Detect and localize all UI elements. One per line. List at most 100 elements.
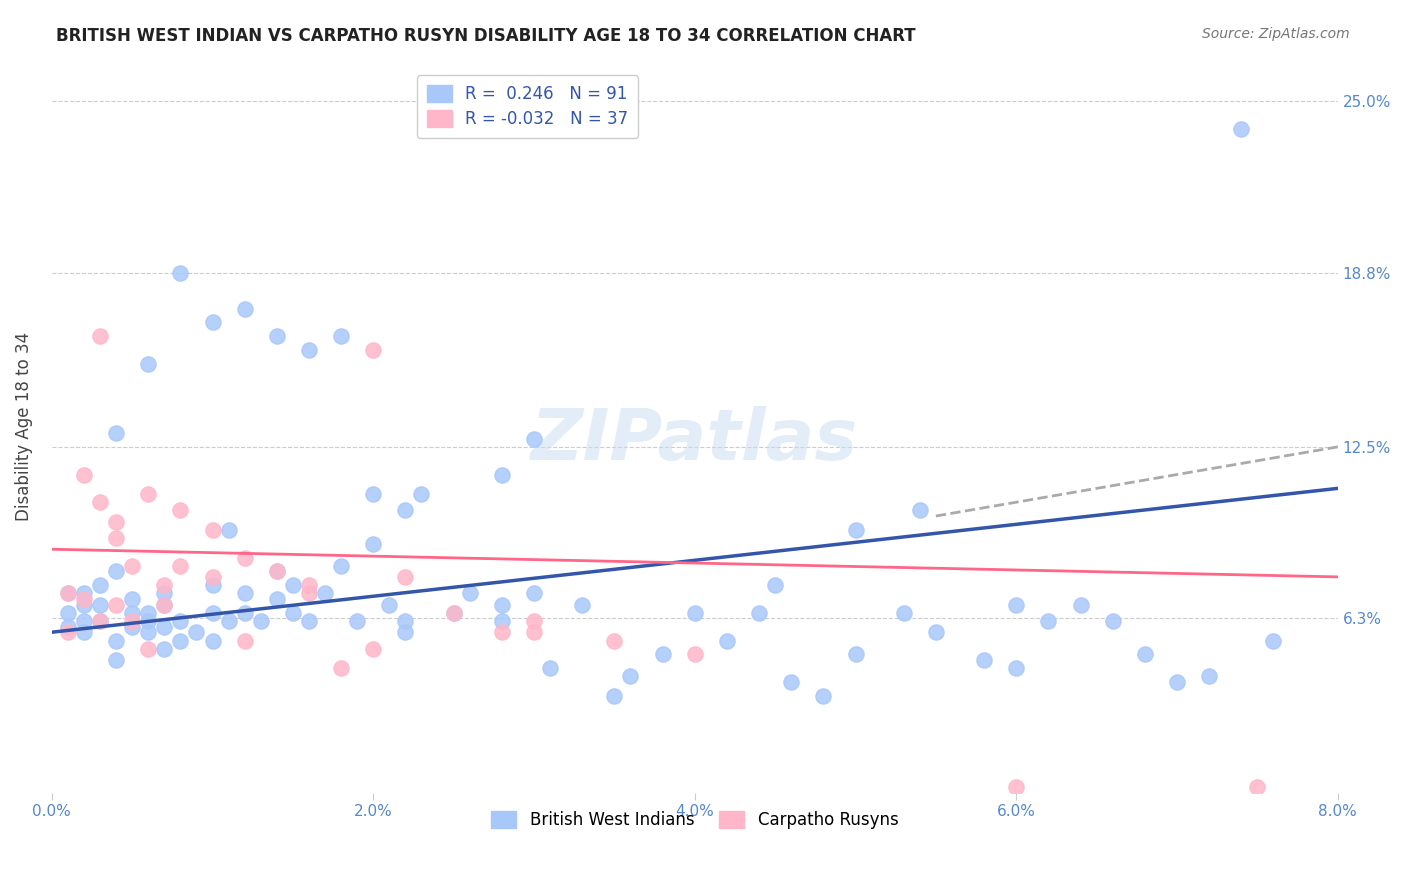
Point <box>73 598 96 612</box>
Point <box>89 614 111 628</box>
Point <box>105 531 128 545</box>
Point <box>330 661 353 675</box>
Point <box>908 503 931 517</box>
Point <box>361 537 384 551</box>
Point <box>89 578 111 592</box>
Point <box>780 675 803 690</box>
Point <box>1005 598 1028 612</box>
Point <box>121 620 143 634</box>
Point <box>298 614 321 628</box>
Point <box>121 592 143 607</box>
Point <box>121 558 143 573</box>
Point <box>201 606 224 620</box>
Point <box>394 503 416 517</box>
Point <box>1101 614 1123 628</box>
Point <box>56 586 79 600</box>
Point <box>201 578 224 592</box>
Point <box>394 570 416 584</box>
Point <box>603 633 626 648</box>
Point <box>105 565 128 579</box>
Point <box>394 614 416 628</box>
Point <box>89 495 111 509</box>
Point <box>346 614 368 628</box>
Point <box>523 625 546 640</box>
Text: ZIPatlas: ZIPatlas <box>531 406 859 475</box>
Point <box>153 620 176 634</box>
Point <box>89 614 111 628</box>
Point <box>73 586 96 600</box>
Point <box>136 487 159 501</box>
Point <box>169 558 191 573</box>
Point <box>1133 648 1156 662</box>
Point <box>281 578 304 592</box>
Point <box>813 689 835 703</box>
Point <box>105 633 128 648</box>
Point <box>169 503 191 517</box>
Text: BRITISH WEST INDIAN VS CARPATHO RUSYN DISABILITY AGE 18 TO 34 CORRELATION CHART: BRITISH WEST INDIAN VS CARPATHO RUSYN DI… <box>56 27 915 45</box>
Point <box>218 614 240 628</box>
Point <box>844 523 866 537</box>
Point <box>89 598 111 612</box>
Point <box>298 343 321 357</box>
Point <box>105 653 128 667</box>
Point <box>523 432 546 446</box>
Point <box>314 586 336 600</box>
Point <box>538 661 561 675</box>
Point <box>73 592 96 607</box>
Point <box>844 648 866 662</box>
Point <box>491 625 513 640</box>
Point <box>169 633 191 648</box>
Point <box>491 598 513 612</box>
Point <box>361 487 384 501</box>
Point <box>361 343 384 357</box>
Point <box>619 669 641 683</box>
Point <box>603 689 626 703</box>
Point <box>249 614 271 628</box>
Text: Source: ZipAtlas.com: Source: ZipAtlas.com <box>1202 27 1350 41</box>
Point <box>523 586 546 600</box>
Point <box>218 523 240 537</box>
Legend: British West Indians, Carpatho Rusyns: British West Indians, Carpatho Rusyns <box>485 804 905 836</box>
Point <box>1005 780 1028 794</box>
Point <box>201 523 224 537</box>
Point <box>1246 780 1268 794</box>
Point <box>266 565 288 579</box>
Point <box>136 614 159 628</box>
Point <box>925 625 948 640</box>
Point <box>1166 675 1188 690</box>
Point <box>56 586 79 600</box>
Point <box>73 467 96 482</box>
Point <box>571 598 593 612</box>
Point <box>73 614 96 628</box>
Point <box>169 614 191 628</box>
Point <box>73 625 96 640</box>
Point <box>748 606 770 620</box>
Point <box>378 598 401 612</box>
Point <box>266 329 288 343</box>
Point <box>1005 661 1028 675</box>
Point <box>683 606 706 620</box>
Point <box>443 606 465 620</box>
Point <box>169 266 191 280</box>
Point <box>136 606 159 620</box>
Point <box>458 586 481 600</box>
Point <box>153 598 176 612</box>
Point <box>716 633 738 648</box>
Point <box>201 315 224 329</box>
Point <box>136 357 159 371</box>
Point <box>186 625 208 640</box>
Point <box>89 329 111 343</box>
Point <box>763 578 786 592</box>
Point <box>201 633 224 648</box>
Point <box>491 614 513 628</box>
Point <box>233 301 256 316</box>
Y-axis label: Disability Age 18 to 34: Disability Age 18 to 34 <box>15 332 32 521</box>
Point <box>1038 614 1060 628</box>
Point <box>1230 121 1253 136</box>
Point <box>973 653 995 667</box>
Point <box>121 614 143 628</box>
Point <box>330 329 353 343</box>
Point <box>443 606 465 620</box>
Point <box>266 565 288 579</box>
Point <box>56 625 79 640</box>
